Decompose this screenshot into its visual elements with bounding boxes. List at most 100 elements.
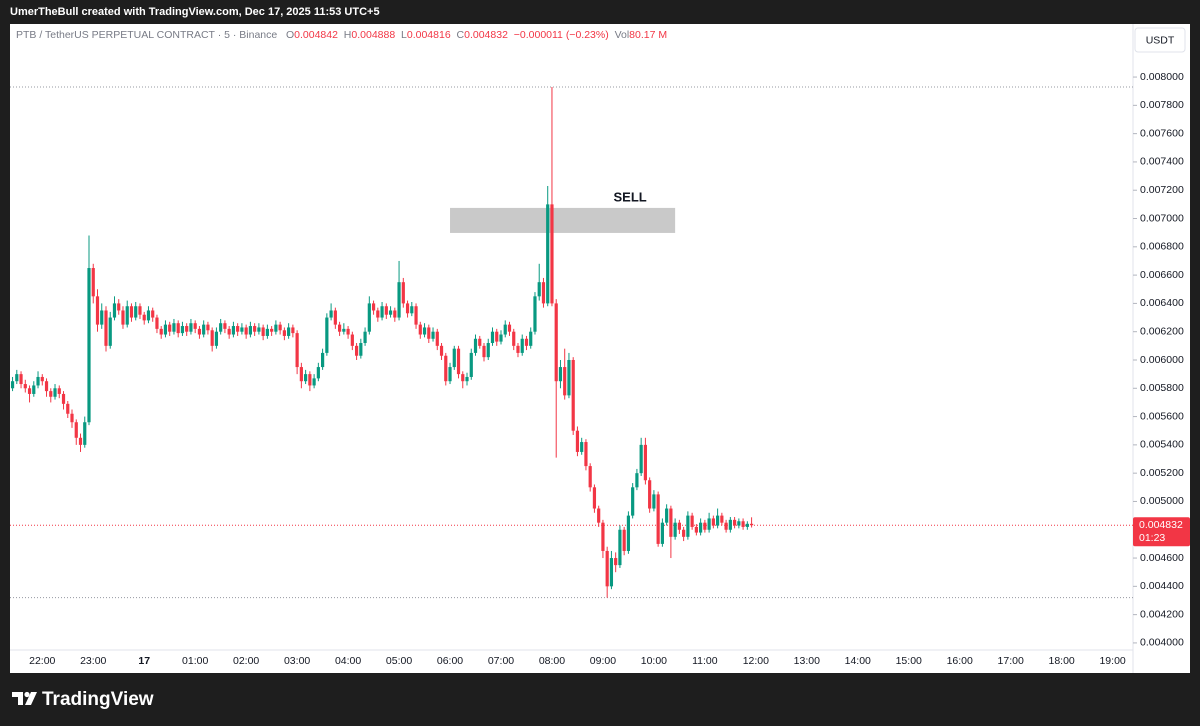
candle-body (507, 324, 512, 332)
candle-body (350, 334, 354, 346)
candle-body (142, 314, 146, 321)
candle-body (673, 522, 677, 537)
candle-body (639, 444, 643, 474)
candle-body (652, 494, 656, 509)
y-tick-label: 0.005600 (1140, 410, 1184, 422)
y-tick-label: 0.007000 (1140, 212, 1184, 224)
currency-button[interactable] (1134, 27, 1186, 53)
x-tick-label: 12:00 (743, 655, 769, 667)
candle-body (393, 310, 397, 318)
y-tick-label: 0.004000 (1140, 637, 1184, 649)
ohlc-label: L (401, 29, 407, 41)
candle-body (172, 323, 176, 332)
sell-zone (450, 207, 676, 233)
last-price-tag (1133, 517, 1190, 547)
candle-body (159, 328, 163, 335)
candle-body (614, 558, 618, 566)
candle-body (524, 338, 529, 346)
candle-body (473, 338, 478, 353)
candle-body (384, 306, 388, 315)
x-tick-label: 23:00 (80, 655, 106, 667)
candle-body (367, 303, 371, 332)
ohlc-label: H (343, 29, 352, 41)
candle-body (304, 374, 308, 382)
candle-body (405, 303, 410, 314)
candle-body (185, 326, 189, 332)
candle-body (690, 515, 694, 527)
candle-body (282, 330, 286, 336)
candle-body (36, 376, 40, 386)
y-tick-label: 0.007600 (1140, 127, 1184, 139)
candle-body (231, 326, 236, 335)
candle-body (592, 487, 597, 509)
candle-body (699, 522, 703, 533)
candle-body (486, 343, 490, 358)
candle-body (129, 306, 134, 318)
candle-body (388, 310, 393, 315)
candle-body (558, 367, 563, 382)
candle-body (444, 355, 448, 382)
y-tick-label: 0.005800 (1140, 382, 1184, 394)
candle-body (694, 526, 698, 533)
x-tick-label: 09:00 (590, 655, 616, 667)
y-tick-label: 0.006600 (1140, 269, 1184, 281)
x-tick-label: 04:00 (335, 655, 361, 667)
candle-body (469, 352, 473, 377)
y-tick-label: 0.004400 (1140, 580, 1184, 592)
candle-body (431, 331, 435, 339)
candle-body (295, 333, 299, 368)
candle-body (287, 327, 291, 336)
candle-body (371, 303, 376, 311)
x-tick-label: 10:00 (641, 655, 667, 667)
candle-body (346, 328, 350, 335)
currency: USDT (1146, 34, 1175, 46)
x-tick-label: 07:00 (488, 655, 514, 667)
candle-body (265, 328, 269, 336)
candle-body (19, 374, 23, 385)
candle-body (618, 529, 622, 566)
candle-body (274, 324, 278, 332)
candle-body (312, 378, 316, 386)
candle-body (677, 522, 681, 530)
candle-body (27, 388, 32, 394)
x-tick-label: 17:00 (998, 655, 1024, 667)
candle-body (333, 310, 337, 325)
candle-body (380, 306, 384, 318)
candle-body (257, 327, 261, 332)
candle-body (151, 310, 155, 318)
candle-body (261, 327, 265, 336)
candle-body (49, 391, 53, 397)
x-tick-label: 01:00 (182, 655, 208, 667)
candle-body (316, 367, 320, 379)
ohlc-value: 0.004888 (351, 29, 396, 41)
candle-body (609, 558, 614, 587)
candle-body (456, 348, 461, 375)
y-tick-label: 0.006200 (1140, 325, 1184, 337)
last-price-label: 0.004832 (1139, 519, 1183, 531)
candle-body (270, 328, 274, 332)
candle-body (134, 306, 138, 318)
candle-body (214, 331, 219, 346)
candle-body (342, 328, 346, 332)
candle-body (490, 331, 495, 344)
candle-body (622, 529, 626, 551)
candle-body (499, 334, 503, 342)
candle-body (584, 442, 588, 467)
candle-body (656, 494, 660, 544)
candle-body (529, 331, 533, 346)
candle-body (100, 310, 104, 325)
candle-body (163, 324, 168, 335)
x-tick-label: 02:00 (233, 655, 259, 667)
candle-body (117, 303, 121, 311)
candle-body (219, 323, 223, 332)
candle-body (541, 282, 546, 304)
candle-body (707, 518, 711, 530)
candle-body (724, 522, 728, 530)
candle-body (210, 330, 214, 346)
volume: 80.17 M (629, 29, 668, 41)
candle-body (550, 204, 554, 304)
candle-body (512, 331, 516, 346)
candle-body (248, 326, 253, 335)
legend: PTB / TetherUS PERPETUAL CONTRACT · 5 · … (16, 29, 667, 41)
